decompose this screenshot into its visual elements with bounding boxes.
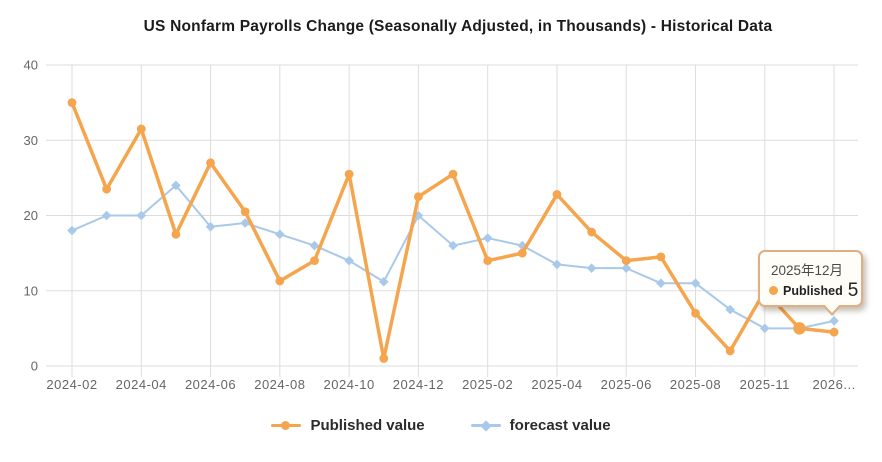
forecast-data-point-marker[interactable] <box>656 278 666 289</box>
x-axis-tick-label: 2026... <box>812 377 855 392</box>
published-data-point-marker[interactable] <box>240 207 250 217</box>
x-axis-tick-label: 2024-10 <box>324 377 375 392</box>
published-data-point-marker[interactable] <box>656 252 666 262</box>
forecast-data-point-marker[interactable] <box>378 276 389 287</box>
legend-item-published[interactable]: Published value <box>271 417 425 434</box>
x-axis-tick-label: 2024-08 <box>254 377 305 392</box>
chart-title: US Nonfarm Payrolls Change (Seasonally A… <box>143 18 773 35</box>
published-data-point-marker[interactable] <box>621 256 631 266</box>
y-axis-tick-label: 40 <box>24 58 38 73</box>
forecast-data-point-marker[interactable] <box>67 225 77 236</box>
x-axis-tick-label: 2025-04 <box>531 377 582 392</box>
legend-label-published: Published value <box>310 417 425 434</box>
y-axis-tick-label: 0 <box>31 359 38 374</box>
tooltip: 2025年12月 Published 5 <box>758 250 863 316</box>
published-data-point-marker[interactable] <box>725 346 735 356</box>
forecast-data-point-marker[interactable] <box>552 259 562 270</box>
published-data-point-marker[interactable] <box>829 327 839 337</box>
forecast-data-point-marker[interactable] <box>171 180 181 191</box>
published-data-point-marker[interactable] <box>379 354 389 363</box>
x-axis-tick-label: 2025-06 <box>601 377 652 392</box>
published-data-point-marker[interactable] <box>310 256 319 266</box>
x-axis-tick-label: 2024-06 <box>185 377 236 392</box>
forecast-legend-diamond-icon <box>479 420 492 432</box>
forecast-data-point-marker[interactable] <box>309 240 320 251</box>
forecast-data-point-marker[interactable] <box>690 278 701 289</box>
published-legend-marker-icon <box>271 420 302 431</box>
published-data-point-marker[interactable] <box>171 229 181 239</box>
published-data-point-marker[interactable] <box>275 276 285 286</box>
forecast-data-point-marker[interactable] <box>621 263 632 273</box>
x-axis-tick-label: 2024-12 <box>393 377 444 392</box>
legend-label-forecast: forecast value <box>509 417 611 434</box>
published-data-point-marker[interactable] <box>587 227 596 237</box>
published-data-point-marker[interactable] <box>793 322 806 335</box>
published-data-point-marker[interactable] <box>206 158 215 168</box>
forecast-legend-marker-icon <box>470 420 501 432</box>
legend-item-forecast[interactable]: forecast value <box>470 417 611 434</box>
published-legend-circle-icon <box>281 421 291 430</box>
published-data-point-marker[interactable] <box>517 248 527 258</box>
forecast-data-point-marker[interactable] <box>725 304 735 315</box>
forecast-data-point-marker[interactable] <box>586 263 597 273</box>
forecast-data-point-marker[interactable] <box>136 210 147 221</box>
y-axis-tick-label: 20 <box>24 208 38 223</box>
published-data-point-marker[interactable] <box>448 169 458 179</box>
published-data-point-marker[interactable] <box>102 184 112 194</box>
forecast-data-point-marker[interactable] <box>101 210 112 221</box>
published-data-point-marker[interactable] <box>344 169 354 179</box>
tooltip-value: 5 <box>847 280 859 301</box>
published-series-line[interactable] <box>70 100 836 361</box>
published-data-point-marker[interactable] <box>483 256 493 266</box>
forecast-data-point-marker[interactable] <box>448 240 458 251</box>
x-axis-tick-label: 2024-04 <box>116 377 167 392</box>
tooltip-series-dot-icon <box>769 286 778 295</box>
published-data-point-marker[interactable] <box>552 190 562 199</box>
tooltip-date: 2025年12月 <box>771 263 844 278</box>
forecast-series-line[interactable] <box>71 184 836 330</box>
forecast-data-point-marker[interactable] <box>482 233 493 243</box>
y-axis-tick-label: 30 <box>24 133 38 148</box>
tooltip-series-label: Published <box>783 283 843 298</box>
published-data-point-marker[interactable] <box>136 124 146 134</box>
x-axis-tick-label: 2025-11 <box>740 377 790 392</box>
forecast-data-point-marker[interactable] <box>240 218 250 228</box>
published-data-point-marker[interactable] <box>67 98 77 108</box>
y-axis-tick-label: 10 <box>24 283 38 298</box>
published-data-point-marker[interactable] <box>691 308 700 318</box>
published-data-point-marker[interactable] <box>414 192 423 202</box>
legend: Published value forecast value <box>0 417 882 434</box>
x-axis-tick-label: 2025-02 <box>462 377 513 392</box>
forecast-data-point-marker[interactable] <box>344 255 354 266</box>
x-axis-tick-label: 2024-02 <box>46 377 97 392</box>
forecast-data-point-marker[interactable] <box>760 323 770 334</box>
x-axis-tick-label: 2025-08 <box>670 377 721 392</box>
forecast-data-point-marker[interactable] <box>275 229 285 240</box>
forecast-data-point-marker[interactable] <box>829 316 839 326</box>
forecast-data-point-marker[interactable] <box>205 221 216 232</box>
